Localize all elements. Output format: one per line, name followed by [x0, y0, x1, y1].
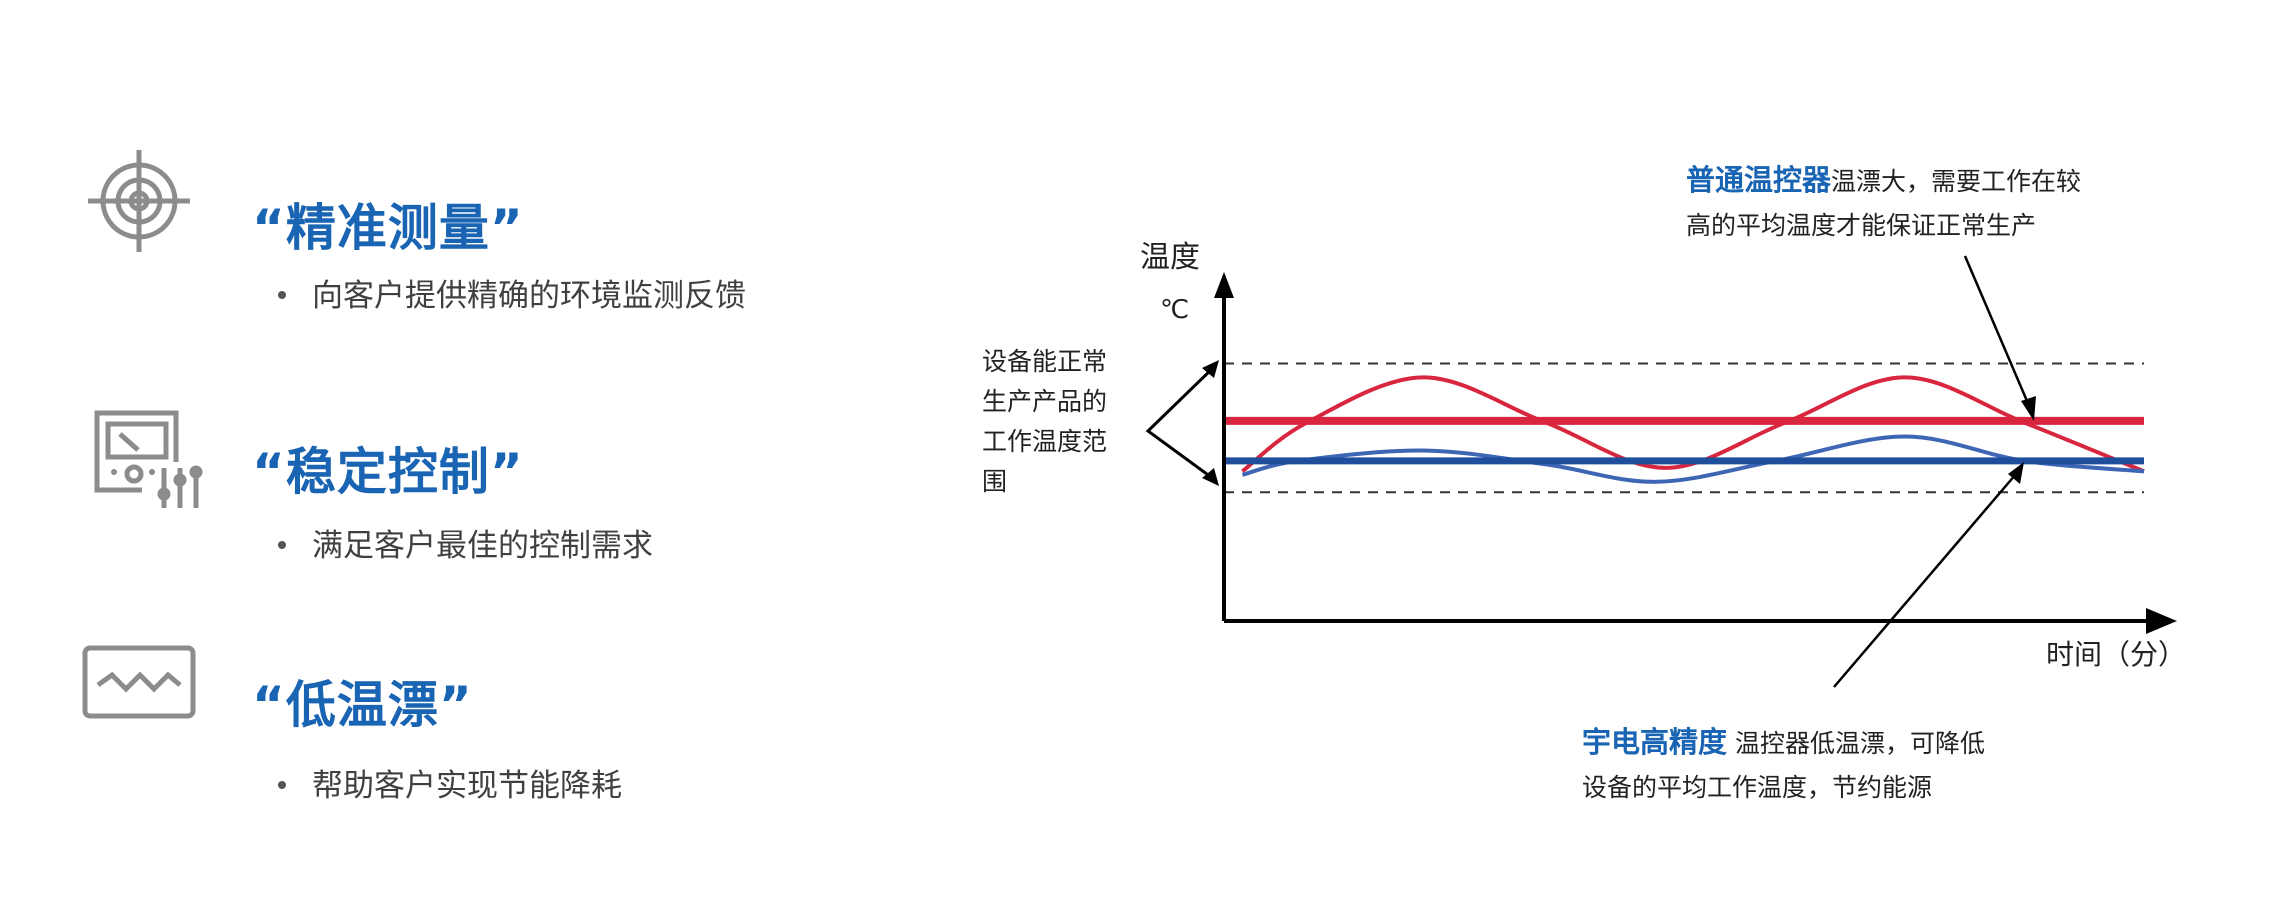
note-highlight: 宇电高精度	[1582, 725, 1728, 759]
x-axis-arrowhead	[2146, 608, 2177, 634]
feature-bullet: 满足客户最佳的控制需求	[278, 520, 653, 565]
yudian-controller-pointer	[1833, 473, 2017, 688]
range-arrowhead-down	[1202, 468, 1219, 486]
note-text: 温漂大，需要工作在较	[1831, 167, 2082, 196]
yudian-controller-curve	[1241, 434, 2145, 484]
range-label-line: 围	[982, 467, 1008, 496]
bullet-dot	[278, 540, 286, 549]
bullet-dot	[278, 290, 286, 299]
pointer-arrowhead	[2021, 396, 2036, 421]
ordinary-controller-pointer	[1963, 255, 2032, 409]
ordinary-controller-note: 普通温控器温漂大，需要工作在较 高的平均温度才能保证正常生产	[1686, 158, 2081, 248]
ordinary-controller-curve	[1241, 375, 2145, 474]
yudian-controller-note: 宇电高精度 温控器低温漂，可降低 设备的平均工作温度，节约能源	[1582, 720, 1985, 810]
y-axis-label: 温度	[1140, 240, 1200, 275]
range-arrowhead-up	[1202, 360, 1219, 378]
y-axis-unit: ℃	[1160, 295, 1190, 325]
range-label-line: 设备能正常	[982, 347, 1108, 376]
feature-title-low-drift: “低温漂”	[252, 676, 473, 734]
range-label-line: 工作温度范	[982, 427, 1108, 456]
pointer-arrowhead	[2008, 462, 2024, 484]
note-text: 高的平均温度才能保证正常生产	[1686, 211, 2037, 240]
waveform-icon	[82, 645, 196, 719]
working-range-label: 设备能正常 生产产品的 工作温度范 围	[982, 342, 1107, 502]
note-text: 温控器低温漂，可降低	[1727, 729, 1985, 758]
range-label-line: 生产产品的	[982, 387, 1108, 416]
y-axis-arrowhead	[1214, 272, 1234, 298]
meter-sliders-icon	[94, 410, 203, 508]
feature-title-precise-measurement: “精准测量”	[252, 199, 524, 257]
bullet-dot	[278, 780, 286, 789]
feature-bullet-text: 向客户提供精确的环境监测反馈	[312, 278, 746, 314]
feature-bullet-text: 满足客户最佳的控制需求	[312, 528, 653, 564]
x-axis-label: 时间（分）	[2046, 638, 2187, 671]
feature-bullet: 帮助客户实现节能降耗	[278, 760, 622, 805]
feature-bullet: 向客户提供精确的环境监测反馈	[278, 270, 746, 315]
feature-title-stable-control: “稳定控制”	[252, 443, 524, 501]
feature-bullet-text: 帮助客户实现节能降耗	[312, 768, 622, 804]
target-icon	[88, 150, 190, 252]
range-bracket-arrows	[1145, 364, 1217, 482]
note-text: 设备的平均工作温度，节约能源	[1582, 773, 1933, 802]
note-highlight: 普通温控器	[1686, 163, 1832, 197]
